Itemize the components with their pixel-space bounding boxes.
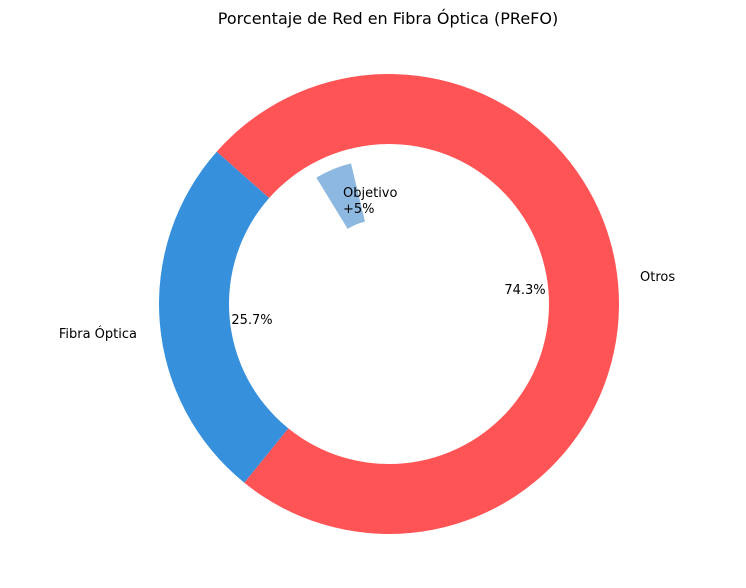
chart-title: Porcentaje de Red en Fibra Óptica (PReFO… bbox=[218, 9, 558, 28]
donut-slices bbox=[159, 73, 620, 534]
slice-label-fibra: Fibra Óptica bbox=[59, 326, 137, 342]
slice-pct-otros: 74.3% bbox=[504, 283, 545, 298]
slice-label-otros: Otros bbox=[640, 270, 675, 285]
target-wedge bbox=[316, 163, 365, 229]
slice-0 bbox=[159, 151, 289, 483]
slice-pct-fibra: 25.7% bbox=[231, 313, 272, 328]
slice-1 bbox=[216, 73, 620, 534]
target-label-line2: +5% bbox=[343, 202, 375, 217]
target-label-line1: Objetivo bbox=[343, 186, 397, 201]
